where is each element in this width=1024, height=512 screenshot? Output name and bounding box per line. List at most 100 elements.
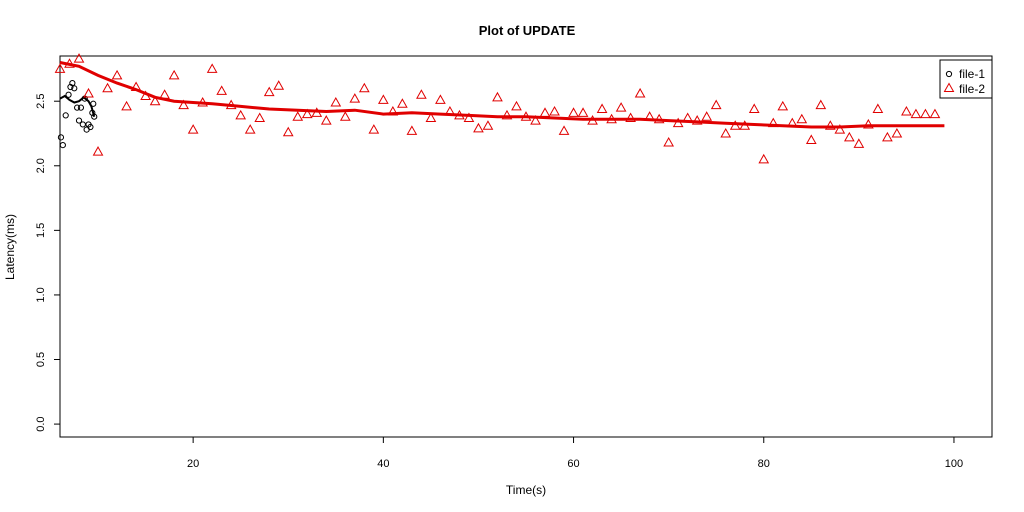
- data-point-file-2: [729, 120, 741, 130]
- legend-marker-file-2: [943, 82, 955, 92]
- data-point-file-2: [254, 112, 266, 122]
- data-point-file-2: [929, 108, 941, 119]
- data-point-file-2: [615, 102, 627, 112]
- data-point-file-2: [672, 117, 684, 128]
- x-tick-label: 20: [187, 458, 199, 470]
- smooth-line-file-2: [59, 61, 945, 129]
- legend: file-1 file-2: [939, 59, 993, 99]
- data-point-file-2: [758, 153, 770, 164]
- data-point-file-2: [425, 112, 437, 122]
- data-point-file-2: [235, 109, 247, 120]
- data-point-file-2: [121, 100, 132, 111]
- data-point-file-2: [358, 82, 370, 93]
- data-point-file-2: [530, 115, 541, 125]
- data-point-file-2: [710, 99, 722, 110]
- data-point-file-2: [891, 127, 903, 138]
- data-point-file-2: [92, 146, 104, 156]
- data-point-file-2: [111, 69, 123, 80]
- data-point-file-1: [77, 104, 85, 111]
- data-point-file-2: [663, 137, 675, 147]
- y-tick-label: 2.0: [35, 158, 47, 173]
- data-point-file-1: [62, 112, 69, 119]
- data-point-file-2: [377, 94, 389, 104]
- data-point-file-2: [691, 115, 703, 125]
- data-point-file-2: [824, 120, 836, 130]
- data-point-file-1: [59, 142, 66, 149]
- data-point-file-1: [69, 80, 76, 87]
- data-point-file-2: [320, 115, 332, 125]
- data-point-file-2: [853, 138, 865, 148]
- data-point-file-2: [178, 99, 189, 110]
- data-point-file-2: [273, 80, 285, 90]
- data-point-file-2: [492, 91, 503, 102]
- data-point-file-2: [187, 124, 199, 134]
- data-point-file-2: [282, 126, 294, 137]
- data-point-file-2: [882, 131, 893, 142]
- data-point-file-2: [102, 82, 113, 93]
- data-point-file-2: [149, 95, 161, 106]
- x-tick-label: 40: [377, 458, 389, 470]
- data-point-file-2: [301, 108, 313, 119]
- data-point-file-1: [87, 123, 94, 131]
- data-point-file-2: [511, 100, 522, 111]
- data-point-file-2: [815, 99, 827, 110]
- data-point-file-2: [473, 122, 484, 133]
- data-point-file-2: [777, 100, 789, 111]
- legend-label-file-2: file-2: [959, 82, 985, 96]
- data-point-file-2: [263, 86, 275, 97]
- data-point-file-2: [863, 118, 874, 129]
- data-point-file-2: [568, 107, 579, 117]
- data-point-file-2: [901, 106, 912, 116]
- data-point-file-2: [168, 69, 180, 80]
- data-point-file-2: [634, 87, 646, 98]
- data-point-file-2: [435, 94, 446, 104]
- y-tick-label: 1.0: [35, 287, 47, 302]
- data-point-file-2: [834, 124, 846, 134]
- data-point-file-2: [54, 63, 66, 73]
- data-point-file-2: [73, 53, 85, 63]
- data-point-file-1: [71, 85, 78, 92]
- data-point-file-2: [216, 85, 228, 95]
- series-file-2: [54, 53, 945, 164]
- data-point-file-2: [596, 103, 608, 113]
- data-point-file-2: [872, 103, 884, 113]
- data-point-file-2: [577, 107, 589, 117]
- data-point-file-1: [79, 121, 86, 128]
- data-point-file-2: [539, 107, 551, 117]
- data-point-file-2: [292, 111, 304, 121]
- data-point-file-2: [720, 127, 732, 138]
- y-tick-label: 2.5: [35, 94, 47, 109]
- data-point-file-2: [159, 89, 170, 99]
- y-tick-label: 0.0: [35, 416, 47, 431]
- data-point-file-2: [330, 96, 342, 107]
- x-axis-label: Time(s): [506, 483, 546, 497]
- data-point-file-2: [501, 109, 513, 120]
- x-axis: 20 40 60 80 100: [187, 437, 963, 470]
- data-point-file-2: [482, 120, 494, 130]
- data-point-file-2: [910, 108, 922, 119]
- data-point-file-2: [701, 111, 713, 121]
- data-point-file-2: [244, 124, 256, 134]
- data-point-file-2: [416, 89, 427, 99]
- data-point-file-2: [83, 87, 94, 98]
- y-axis-label: Latency(ms): [3, 214, 17, 280]
- x-tick-label: 80: [758, 458, 770, 470]
- data-point-file-2: [625, 112, 636, 122]
- data-point-file-2: [920, 108, 931, 119]
- data-point-file-1: [57, 134, 65, 141]
- y-axis: 0.0 0.5 1.0 1.5 2.0 2.5: [35, 94, 60, 432]
- y-tick-label: 0.5: [35, 352, 47, 367]
- plot-frame: [59, 55, 993, 438]
- series-file-1: [57, 80, 98, 149]
- data-point-file-2: [368, 124, 380, 134]
- smooth-line-file-1: [59, 94, 96, 117]
- legend-label-file-1: file-1: [959, 67, 985, 81]
- data-point-file-2: [397, 98, 408, 108]
- x-tick-label: 100: [945, 458, 963, 470]
- chart-title: Plot of UPDATE: [479, 23, 576, 38]
- data-point-file-2: [349, 93, 361, 103]
- data-point-file-2: [805, 134, 817, 144]
- data-point-file-2: [339, 111, 351, 121]
- y-tick-label: 1.5: [35, 223, 47, 238]
